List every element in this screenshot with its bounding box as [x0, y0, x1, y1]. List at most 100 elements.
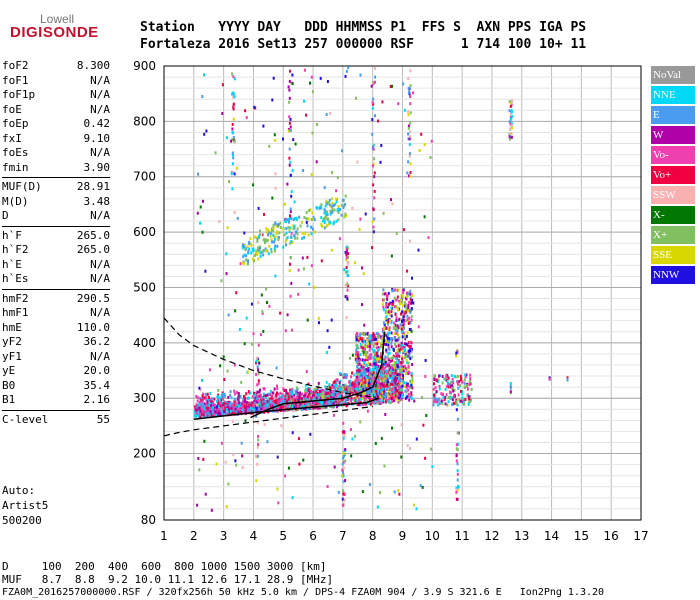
echo-point: [259, 333, 262, 337]
echo-point: [328, 402, 330, 406]
echo-point: [396, 324, 399, 328]
echo-point: [304, 389, 307, 393]
echo-point: [282, 227, 285, 231]
echo-point: [335, 380, 338, 384]
echo-point: [373, 344, 375, 348]
echo-point: [338, 237, 341, 241]
echo-point: [199, 413, 201, 417]
echo-point: [233, 404, 235, 408]
echo-point: [323, 400, 326, 404]
echo-point: [254, 235, 257, 239]
param-row: fmin 3.90: [2, 161, 110, 176]
echo-point: [312, 401, 315, 405]
echo-point: [357, 346, 360, 350]
param-value: 290.5: [76, 291, 110, 305]
echo-point: [293, 402, 296, 406]
echo-point: [264, 399, 267, 403]
echo-point: [361, 396, 364, 400]
echo-point: [509, 390, 512, 394]
echo-point: [446, 379, 449, 383]
echo-point: [377, 391, 380, 395]
echo-point: [364, 351, 367, 355]
echo-point: [392, 347, 395, 351]
echo-point: [338, 381, 341, 385]
echo-point: [271, 98, 274, 102]
echo-point: [335, 200, 338, 204]
echo-point: [425, 414, 428, 417]
echo-point: [391, 390, 394, 393]
echo-point: [233, 401, 236, 405]
echo-point: [372, 371, 375, 375]
echo-point: [388, 376, 391, 380]
param-row: foF1p N/A: [2, 88, 110, 103]
echo-point: [259, 251, 262, 255]
echo-point: [410, 393, 413, 397]
echo-point: [211, 409, 214, 413]
echo-point: [386, 311, 389, 315]
echo-point: [371, 118, 374, 122]
echo-point: [216, 395, 219, 399]
echo-point: [400, 330, 403, 334]
echo-point: [407, 388, 410, 392]
echo-point: [368, 339, 371, 342]
echo-point: [259, 404, 262, 408]
echo-point: [226, 369, 229, 373]
echo-point: [234, 309, 237, 313]
echo-point: [424, 359, 427, 362]
echo-point: [238, 404, 240, 408]
echo-point: [296, 236, 299, 240]
echo-point: [383, 379, 386, 383]
echo-point: [399, 301, 402, 305]
echo-point: [266, 399, 269, 403]
echo-point: [301, 256, 304, 260]
echo-point: [329, 111, 332, 115]
echo-point: [220, 408, 223, 412]
echo-point: [374, 336, 377, 340]
echo-point: [243, 231, 246, 235]
echo-point: [411, 376, 414, 380]
echo-point: [345, 69, 348, 73]
x-tick-label: 11: [454, 529, 469, 543]
echo-point: [289, 210, 292, 214]
echo-point: [407, 126, 410, 130]
echo-point: [248, 242, 251, 246]
echo-point: [278, 395, 281, 399]
echo-point: [275, 366, 278, 370]
echo-point: [250, 403, 253, 407]
echo-point: [324, 215, 327, 219]
echo-point: [342, 454, 345, 458]
echo-point: [276, 384, 278, 388]
echo-point: [305, 211, 308, 215]
echo-point: [411, 379, 414, 383]
echo-point: [387, 318, 390, 322]
echo-point: [328, 345, 331, 349]
echo-point: [459, 399, 462, 403]
echo-point: [408, 137, 411, 141]
echo-point: [370, 341, 373, 345]
echo-point: [390, 198, 392, 202]
echo-point: [325, 405, 328, 409]
echo-point: [217, 398, 219, 402]
echo-point: [357, 373, 360, 376]
echo-point: [291, 73, 294, 77]
echo-point: [337, 387, 340, 391]
echo-point: [203, 404, 206, 408]
echo-point: [407, 306, 410, 310]
echo-point: [320, 216, 323, 220]
echo-point: [366, 338, 369, 342]
echo-point: [467, 401, 470, 405]
echo-point: [350, 388, 353, 392]
echo-point: [420, 132, 423, 136]
echo-point: [409, 349, 412, 353]
echo-point: [224, 394, 227, 398]
echo-point: [361, 266, 363, 270]
echo-point: [381, 399, 384, 403]
echo-point: [343, 385, 346, 389]
echo-point: [387, 310, 390, 314]
param-name: h`Es: [2, 272, 29, 285]
echo-point: [408, 308, 411, 312]
echo-point: [393, 337, 396, 341]
echo-point: [394, 365, 397, 369]
echo-point: [456, 442, 459, 446]
echo-point: [398, 299, 401, 303]
